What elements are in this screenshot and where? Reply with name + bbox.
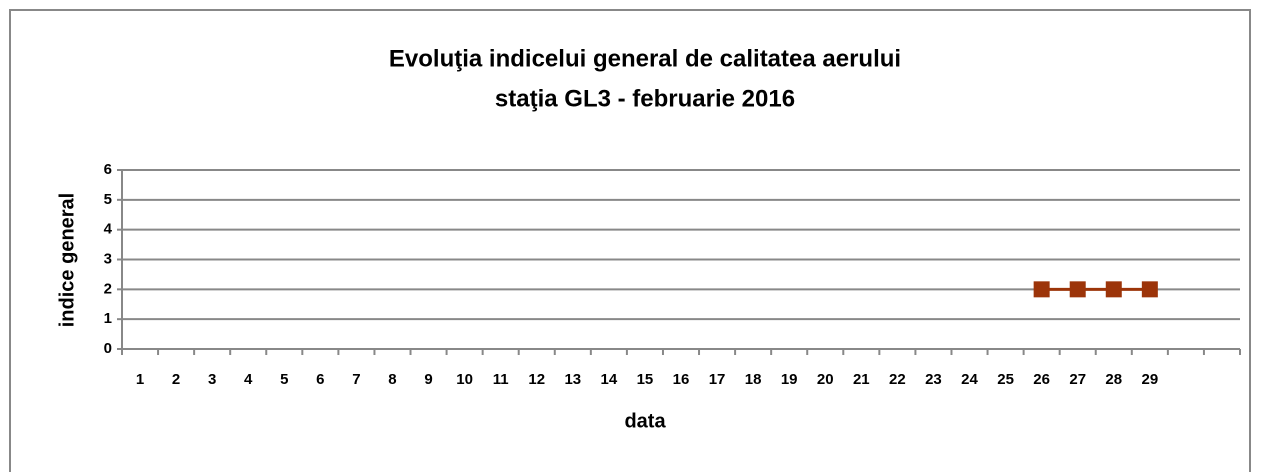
data-point bbox=[1033, 281, 1050, 298]
y-tick-label: 3 bbox=[104, 250, 112, 267]
x-tick-label: 4 bbox=[244, 371, 253, 388]
y-tick-label: 2 bbox=[104, 280, 112, 297]
chart-subtitle: staţia GL3 - februarie 2016 bbox=[495, 85, 795, 112]
y-tick-label: 6 bbox=[104, 161, 112, 178]
x-tick-label: 8 bbox=[388, 371, 396, 388]
x-tick-label: 20 bbox=[817, 371, 834, 388]
x-tick-label: 16 bbox=[673, 371, 690, 388]
x-tick-label: 25 bbox=[997, 371, 1014, 388]
chart-title: Evoluţia indicelui general de calitatea … bbox=[389, 45, 901, 72]
x-tick-label: 7 bbox=[352, 371, 360, 388]
y-tick-label: 1 bbox=[104, 310, 112, 327]
x-tick-label: 15 bbox=[637, 371, 654, 388]
data-point bbox=[1069, 281, 1086, 298]
x-tick-label: 6 bbox=[316, 371, 324, 388]
data-point bbox=[1105, 281, 1122, 298]
y-tick-label: 4 bbox=[104, 221, 113, 238]
x-tick-label: 1 bbox=[136, 371, 144, 388]
x-tick-label: 27 bbox=[1069, 371, 1086, 388]
y-tick-label: 0 bbox=[104, 340, 112, 357]
x-tick-label: 2 bbox=[172, 371, 180, 388]
y-tick-label: 5 bbox=[104, 191, 112, 208]
x-tick-label: 10 bbox=[456, 371, 473, 388]
x-tick-label: 9 bbox=[424, 371, 432, 388]
x-tick-label: 26 bbox=[1033, 371, 1050, 388]
x-tick-label: 19 bbox=[781, 371, 798, 388]
x-tick-label: 11 bbox=[493, 371, 509, 388]
x-tick-label: 23 bbox=[925, 371, 942, 388]
y-axis-label: indice general bbox=[56, 193, 78, 328]
x-tick-label: 21 bbox=[853, 371, 870, 388]
x-tick-label: 14 bbox=[601, 371, 618, 388]
x-tick-label: 17 bbox=[709, 371, 726, 388]
chart-frame bbox=[9, 9, 1251, 472]
x-tick-label: 3 bbox=[208, 371, 216, 388]
x-tick-label: 18 bbox=[745, 371, 762, 388]
data-point bbox=[1141, 281, 1158, 298]
x-tick-label: 13 bbox=[564, 371, 581, 388]
x-axis-label: data bbox=[624, 410, 666, 432]
x-tick-label: 12 bbox=[528, 371, 545, 388]
x-tick-label: 28 bbox=[1105, 371, 1122, 388]
x-tick-label: 29 bbox=[1141, 371, 1158, 388]
x-tick-label: 22 bbox=[889, 371, 906, 388]
x-tick-label: 24 bbox=[961, 371, 978, 388]
x-tick-label: 5 bbox=[280, 371, 288, 388]
